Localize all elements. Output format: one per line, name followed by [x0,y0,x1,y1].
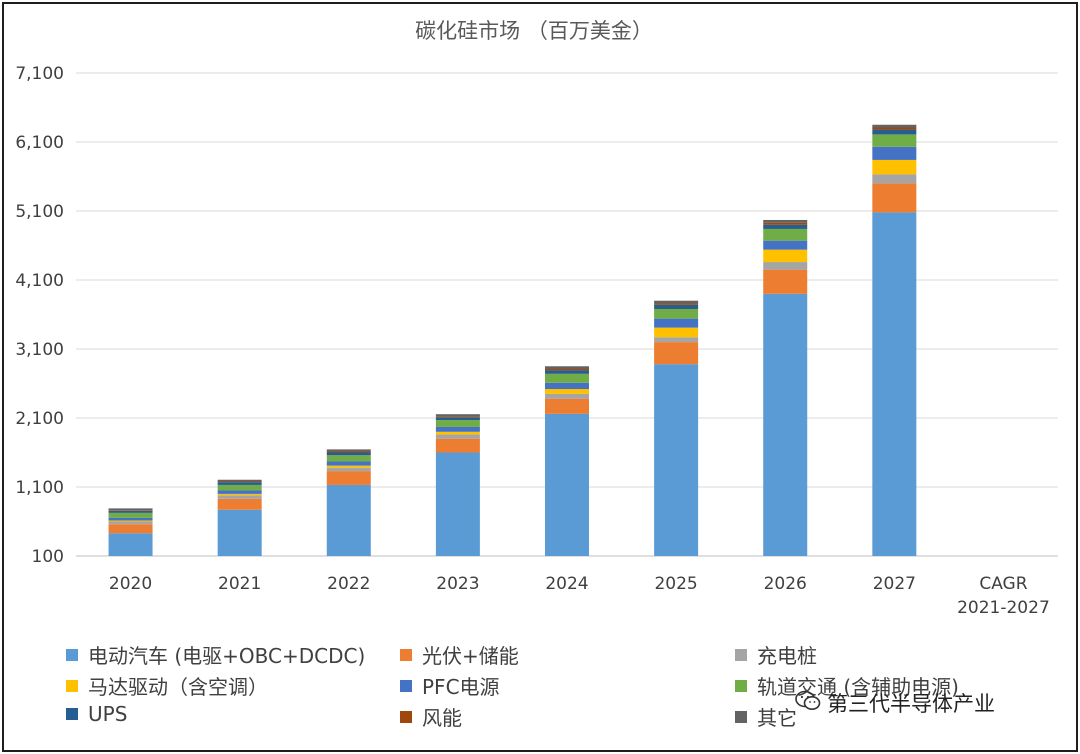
bar-segment [763,269,808,294]
bar-segment [545,382,589,390]
bar-segment [326,471,371,485]
bar-segment [217,479,262,482]
wechat-icon [795,690,821,717]
bar-segment [872,134,917,147]
bar-segment [108,508,153,511]
bar-segment [654,364,699,556]
bar-segment [763,249,808,263]
bar-segment [545,369,589,371]
x-tick-label: 2026 [764,574,807,594]
bar-segment [654,303,699,305]
bar-segment [435,434,480,439]
bar-segment [872,174,917,184]
bar-segment [872,124,917,128]
bar-segment [108,524,153,534]
bar-segment [435,420,480,427]
bars [108,124,917,556]
bar-segment [654,308,699,319]
bar-segment [872,146,917,160]
watermark: 第三代半导体产业 [795,688,995,718]
bar-segment [763,224,808,229]
bar-segment [108,533,153,556]
bar-segment [435,417,480,421]
bar-segment [326,461,371,466]
y-axis-ticks: 100 1,100 2,100 3,100 4,100 5,100 6,100 7,100 [15,64,64,567]
bar-segment [326,484,371,556]
bar-segment [326,452,371,456]
y-tick-label: 100 [32,547,64,567]
bar-segment [217,482,262,485]
x-tick-label: 2022 [327,574,370,594]
chart-title: 碳化硅市场 （百万美金） [415,19,653,43]
x-tick-label: 2020 [109,574,152,594]
bar-segment [108,517,153,521]
bar-segment [545,366,589,370]
bar-segment [545,393,589,399]
bar-segment [654,342,699,365]
bar-segment [654,318,699,328]
bar-segment [435,438,480,453]
y-tick-label: 2,100 [15,409,64,429]
bar-segment [217,490,262,494]
bar-segment [763,228,808,241]
bar-segment [435,416,480,418]
bar-segment [763,219,808,223]
bar-segment [108,510,153,511]
watermark-text: 第三代半导体产业 [827,692,995,716]
bar-segment [108,520,153,522]
bar-segment [654,327,699,338]
y-tick-label: 6,100 [15,133,64,153]
bar-segment [654,300,699,304]
x-tick-label: 2025 [654,574,697,594]
y-tick-label: 3,100 [15,340,64,360]
bar-segment [108,512,153,518]
bar-segment [545,389,589,394]
x-tick-label: 2027 [873,574,916,594]
y-tick-label: 5,100 [15,202,64,222]
bar-segment [435,452,480,556]
bar-segment [763,240,808,250]
bar-segment [435,426,480,432]
bar-segment [872,127,917,130]
bar-segment [763,222,808,225]
bar-segment [217,481,262,483]
bar-segment [326,467,371,472]
x-tick-label: CAGR 2021-2027 [957,574,1050,618]
bar-segment [326,465,371,468]
bar-segment [217,495,262,499]
bar-segment [872,183,917,213]
bar-segment [326,451,371,453]
bar-segment [217,509,262,556]
bar-segment [763,293,808,556]
bar-segment [872,129,917,135]
x-tick-label: 2021 [218,574,261,594]
x-tick-label: 2024 [545,574,588,594]
bar-segment [217,498,262,510]
bar-segment [326,449,371,452]
bar-segment [217,493,262,496]
bar-segment [108,510,153,513]
bar-segment [763,262,808,270]
bar-segment [326,455,371,462]
bar-segment [545,370,589,374]
x-axis-ticks: 2020 2021 2022 2023 2024 2025 2026 2027 CAGR 2021… [109,574,1050,618]
bar-segment [654,337,699,343]
bar-segment [872,159,917,175]
bar-segment [435,431,480,435]
x-tick-label: 2023 [436,574,479,594]
bar-segment [217,484,262,491]
bar-segment [435,414,480,417]
bar-segment [872,212,917,556]
bar-segment [108,521,153,525]
bar-segment [545,398,589,414]
y-tick-label: 1,100 [15,478,64,498]
bar-segment [654,304,699,309]
bar-segment [545,413,589,556]
y-tick-label: 4,100 [15,271,64,291]
bar-segment [545,373,589,383]
y-tick-label: 7,100 [15,64,64,84]
